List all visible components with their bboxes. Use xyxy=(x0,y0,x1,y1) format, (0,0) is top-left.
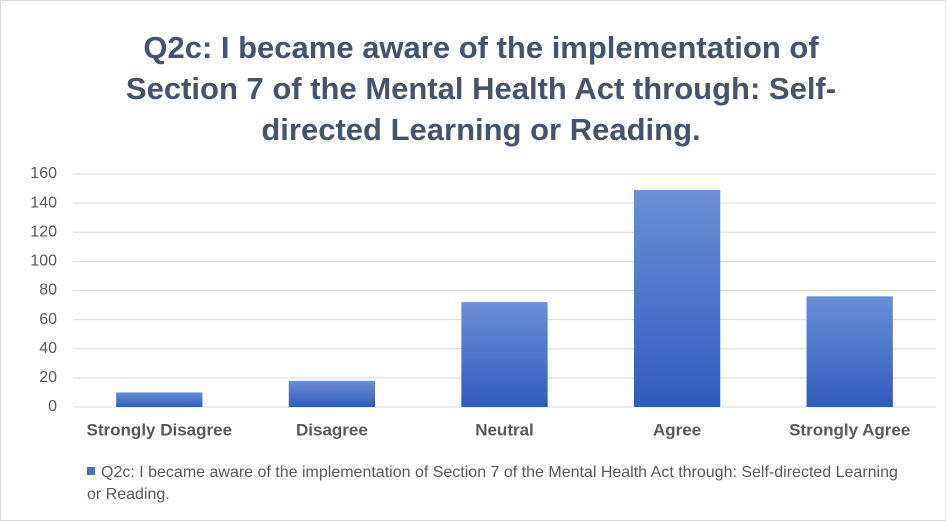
legend: Q2c: I became aware of the implementatio… xyxy=(87,462,907,506)
y-tick-label: 100 xyxy=(30,253,57,270)
x-tick-label: Strongly Disagree xyxy=(87,420,233,439)
y-tick-label: 0 xyxy=(48,398,57,415)
bar xyxy=(806,296,893,407)
x-tick-label: Agree xyxy=(653,420,701,439)
x-tick-label: Strongly Agree xyxy=(789,420,910,439)
bar xyxy=(288,380,376,407)
bar xyxy=(116,392,203,407)
y-tick-label: 20 xyxy=(39,369,57,386)
bar xyxy=(633,190,721,407)
bar xyxy=(461,302,548,407)
chart-title: Q2c: I became aware of the implementatio… xyxy=(125,30,837,147)
legend-key xyxy=(87,467,95,475)
y-tick-label: 40 xyxy=(39,340,57,357)
y-tick-label: 160 xyxy=(30,165,57,182)
x-tick-label: Disagree xyxy=(296,420,368,439)
y-tick-label: 80 xyxy=(39,282,57,299)
x-tick-label: Neutral xyxy=(475,420,534,439)
y-tick-label: 140 xyxy=(30,194,57,211)
legend-label: Q2c: I became aware of the implementatio… xyxy=(87,464,898,503)
y-tick-label: 120 xyxy=(30,223,57,240)
y-tick-label: 60 xyxy=(39,311,57,328)
